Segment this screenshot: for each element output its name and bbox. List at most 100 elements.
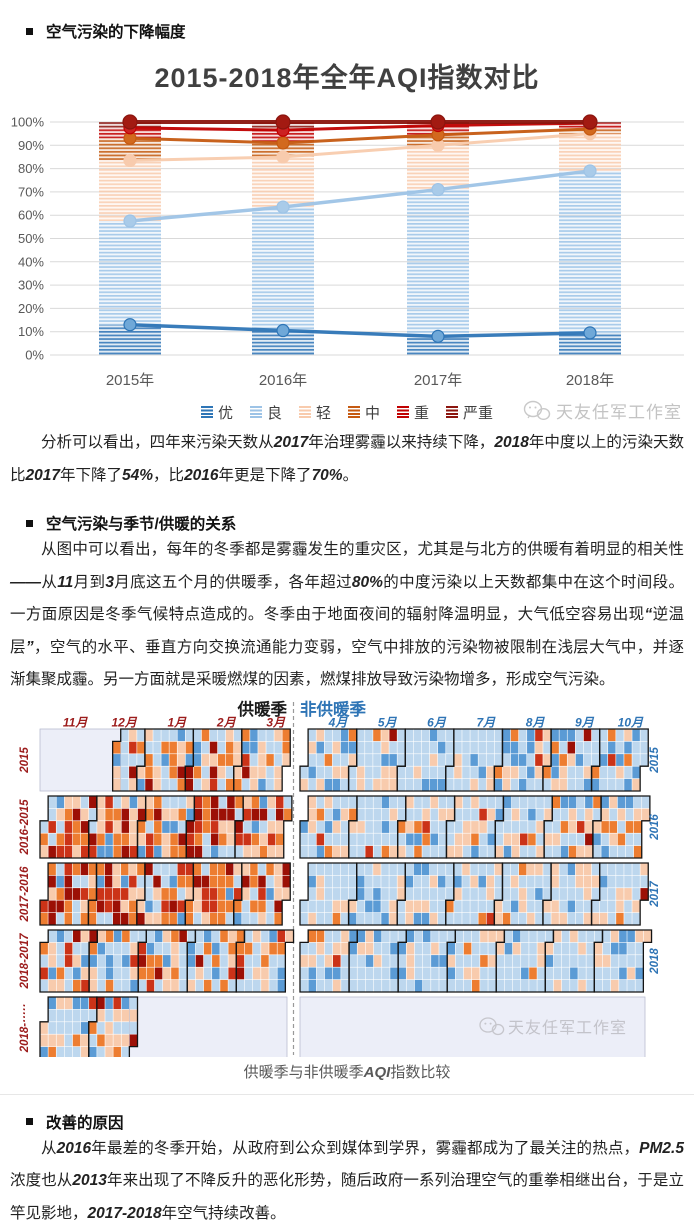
legend-label: 轻 [315, 404, 331, 422]
legend-item-优: 优 [200, 402, 233, 423]
svg-text:10%: 10% [18, 324, 44, 339]
month-outline [234, 794, 293, 859]
month-label: 1月 [168, 715, 188, 729]
bar-segment-良-2015年 [99, 221, 161, 325]
month-outline [88, 995, 139, 1057]
no-data-area [299, 996, 646, 1057]
aqi-stacked-bar-chart: 0% 10% 20% 30% 40% 50% 60% 70% 80% 90% 100% 2015年 20… [11, 114, 684, 389]
marker-良 [276, 200, 290, 214]
year-label-nonheating: 2016 [649, 813, 661, 840]
no-data-area [128, 996, 288, 1057]
paragraph-improvement: 从2016年最差的冬季开始，从政府到公众到媒体到学界，雾霾都成为了最关注的热点，… [10, 1139, 684, 1222]
marker-严重 [122, 114, 138, 130]
chart-title: 2015-2018年全年AQI指数对比 [154, 63, 540, 93]
square-bullet-icon [26, 519, 33, 527]
day-cells-heating-2018-2017 [40, 929, 294, 992]
marker-优 [583, 326, 597, 340]
day-cells-non-heating-2017-2016 [300, 862, 648, 925]
svg-text:60%: 60% [18, 208, 44, 223]
svg-text:0%: 0% [25, 348, 44, 363]
cumulative-lines [128, 120, 592, 339]
chart-legend: 优 良 轻 中 重 严重 天友任军工作室 [0, 397, 694, 427]
legend-swatch-icon [397, 406, 410, 418]
month-label: 3月 [266, 715, 286, 729]
month-label: 2月 [216, 715, 237, 729]
svg-text:100%: 100% [11, 115, 45, 130]
month-label: 4月 [328, 715, 349, 729]
legend-item-重: 重 [397, 402, 429, 423]
section-heading-season: 空气污染与季节/供暖的关系 [26, 512, 694, 534]
square-bullet-icon [26, 27, 33, 35]
line-良 [128, 169, 592, 223]
legend-label: 良 [266, 404, 282, 422]
month-outline [233, 861, 291, 926]
square-bullet-icon [26, 1118, 33, 1125]
section-title-non-heating: 非供暖季 [300, 699, 367, 719]
heading-text: 空气污染与季节/供暖的关系 [46, 516, 237, 533]
line-轻 [128, 132, 592, 162]
day-cells-non-heating-2018-2017 [300, 929, 652, 992]
svg-text:40%: 40% [18, 254, 44, 269]
line-markers [122, 114, 598, 343]
watermark-text: 天友任军工作室 [508, 1019, 627, 1037]
svg-text:50%: 50% [18, 231, 44, 246]
svg-text:80%: 80% [18, 161, 44, 176]
legend-swatch-icon [200, 406, 213, 418]
x-axis-label: 2016年 [259, 372, 307, 389]
legend-swatch-icon [348, 406, 360, 418]
year-label-nonheating: 2018 [649, 947, 661, 974]
legend-item-中: 中 [348, 402, 380, 423]
month-label: 9月 [575, 715, 595, 729]
heading-text: 空气污染的下降幅度 [46, 24, 186, 41]
day-cells-non-heating-2015 [300, 728, 648, 791]
day-cells-non-heating-2016-2015 [300, 795, 650, 858]
line-重 [128, 121, 592, 132]
bar-segment-轻-2017年 [407, 145, 469, 190]
legend-label: 重 [414, 404, 430, 422]
divider-rule [0, 1093, 694, 1095]
year-label-heating: 2018-····· [19, 1003, 31, 1053]
legend-label: 严重 [463, 404, 494, 422]
year-label-heating: 2017-2016 [19, 865, 31, 922]
marker-优 [123, 318, 137, 332]
x-axis-label: 2018年 [566, 372, 614, 389]
bar-segment-轻-2015年 [99, 160, 161, 222]
month-outline [593, 928, 653, 993]
month-outline [590, 727, 649, 792]
marker-中 [276, 136, 290, 150]
legend-items: 优 良 轻 中 重 严重 [200, 402, 494, 423]
day-cells-heating-2017-2016 [40, 862, 290, 925]
section-heading-decline: 空气污染的下降幅度 [26, 20, 694, 42]
month-label: 6月 [427, 715, 447, 729]
marker-良 [583, 164, 597, 178]
legend-label: 中 [365, 404, 381, 422]
heading-text: 改善的原因 [46, 1114, 124, 1132]
marker-良 [431, 182, 445, 197]
bar-segment-中-2015年 [99, 138, 161, 161]
no-data-area [39, 728, 122, 791]
bar-segment-良-2016年 [252, 207, 314, 331]
day-cells-heating-2018-····· [40, 996, 138, 1057]
marker-严重 [430, 114, 446, 130]
studio-watermark-heatmap: 天友任军工作室 [479, 1016, 627, 1037]
month-outline [233, 727, 291, 792]
svg-text:90%: 90% [18, 138, 44, 153]
legend-swatch-icon [446, 406, 459, 418]
month-label: 7月 [476, 715, 496, 729]
wechat-logo-icon [523, 400, 551, 420]
watermark-text: 天友任军工作室 [556, 403, 682, 422]
paragraph-season: 从图中可以看出，每年的冬季都是雾霾发生的重灾区，尤其是与北方的供暖有着明显的相关… [10, 541, 684, 688]
svg-text:20%: 20% [18, 301, 44, 316]
marker-良 [123, 214, 137, 228]
svg-text:70%: 70% [18, 184, 44, 199]
studio-watermark: 天友任军工作室 [522, 398, 682, 423]
bar-segment-中-2016年 [252, 142, 314, 157]
section-heading-improvement: 改善的原因 [26, 1111, 694, 1133]
year-label-heating: 2015 [19, 746, 31, 773]
x-axis-label: 2017年 [414, 372, 462, 389]
bar-segment-优-2018年 [559, 332, 621, 355]
month-label: 11月 [63, 715, 88, 729]
legend-swatch-icon [298, 406, 311, 418]
